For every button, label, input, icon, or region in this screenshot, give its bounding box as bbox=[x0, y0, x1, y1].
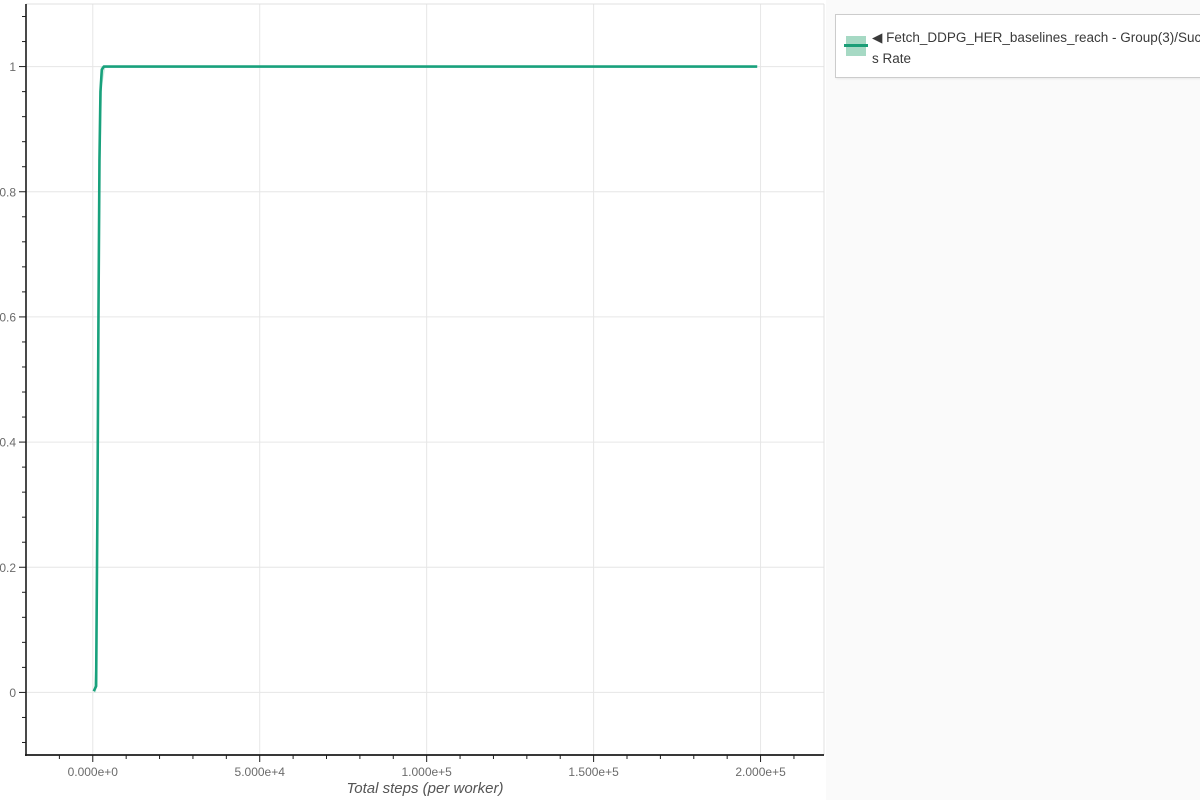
legend[interactable]: ◀ Fetch_DDPG_HER_baselines_reach - Group… bbox=[835, 14, 1200, 78]
legend-label-line2: s Rate bbox=[872, 51, 912, 66]
svg-text:0: 0 bbox=[9, 686, 16, 700]
svg-text:0.2: 0.2 bbox=[0, 561, 16, 575]
legend-label-line1: ◀ Fetch_DDPG_HER_baselines_reach - Group… bbox=[872, 30, 1200, 45]
svg-text:1.000e+5: 1.000e+5 bbox=[401, 765, 452, 779]
legend-label: ◀ Fetch_DDPG_HER_baselines_reach - Group… bbox=[872, 27, 1200, 69]
series-marker-icon bbox=[844, 36, 868, 56]
svg-text:1.500e+5: 1.500e+5 bbox=[568, 765, 619, 779]
svg-text:0.8: 0.8 bbox=[0, 185, 16, 199]
svg-text:2.000e+5: 2.000e+5 bbox=[735, 765, 786, 779]
svg-text:1: 1 bbox=[9, 60, 16, 74]
svg-text:0.4: 0.4 bbox=[0, 436, 16, 450]
svg-text:0.6: 0.6 bbox=[0, 310, 16, 324]
plot-area[interactable]: 0 0.2 0.4 0.6 0.8 1 0.000e+0 5.000e+4 1.000e+5 1.… bbox=[0, 0, 833, 800]
legend-item[interactable]: ◀ Fetch_DDPG_HER_baselines_reach - Group… bbox=[844, 27, 1200, 69]
svg-text:5.000e+4: 5.000e+4 bbox=[235, 765, 286, 779]
svg-text:0.000e+0: 0.000e+0 bbox=[68, 765, 119, 779]
chart-figure: 0 0.2 0.4 0.6 0.8 1 0.000e+0 5.000e+4 1.000e+5 1.… bbox=[0, 3, 825, 797]
series-line-swatch bbox=[844, 44, 868, 47]
x-axis-title: Total steps (per worker) bbox=[346, 780, 504, 797]
